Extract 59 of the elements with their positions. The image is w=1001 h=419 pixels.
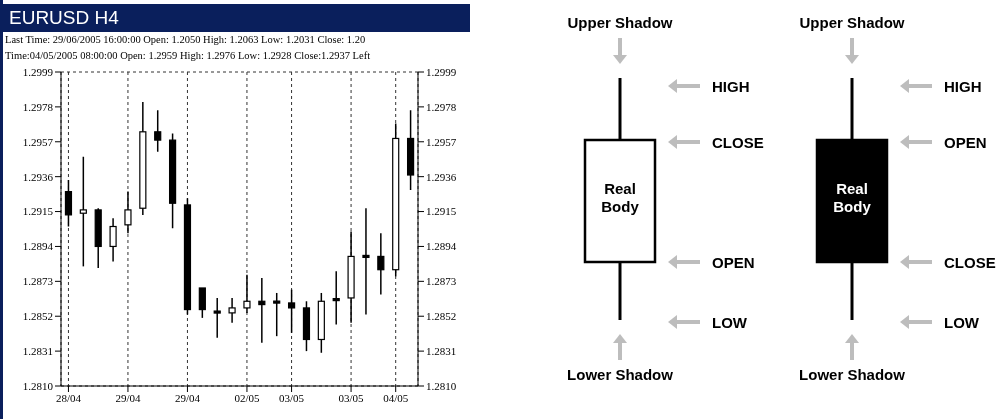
y2-tick-label: 1.2831 xyxy=(426,345,457,358)
text: CLOSE xyxy=(712,134,764,151)
y-tick-label: 1.2894 xyxy=(22,240,54,253)
candlestick xyxy=(198,287,206,319)
candlestick xyxy=(64,179,73,228)
y2-tick-label: 1.2894 xyxy=(426,240,457,253)
chart-subtitle: Last Time: 29/06/2005 16:00:00 Open: 1.2050 High: 1.2063 Low: 1.2031 Close: 1.20 xyxy=(4,33,367,47)
candlestick xyxy=(377,232,385,296)
text: Lower Shadow xyxy=(567,366,674,383)
candlestick xyxy=(124,190,132,234)
chart-title: EURUSD H4 xyxy=(3,4,470,32)
y2-tick-label: 1.2999 xyxy=(426,65,457,78)
candlestick xyxy=(243,273,251,314)
text: LOW xyxy=(944,314,980,331)
candlestick xyxy=(332,270,340,326)
candlestick xyxy=(213,297,221,339)
text: LOW xyxy=(712,314,748,331)
x-tick-label: 03/05 xyxy=(279,391,305,404)
text: OPEN xyxy=(944,134,987,151)
candlestick xyxy=(79,155,87,268)
text: OPEN xyxy=(712,254,755,271)
candlestick xyxy=(154,109,162,153)
text: HIGH xyxy=(712,78,750,95)
x-tick-label: 29/04 xyxy=(115,391,141,404)
y-tick-label: 1.2936 xyxy=(22,170,54,183)
y2-tick-label: 1.2978 xyxy=(426,100,457,113)
text: Upper Shadow xyxy=(799,14,905,31)
y-tick-label: 1.2831 xyxy=(22,345,53,358)
y-tick-label: 1.2852 xyxy=(22,310,53,323)
text: Lower Shadow xyxy=(799,366,906,383)
y2-tick-label: 1.2936 xyxy=(426,170,457,183)
x-tick-label: 02/05 xyxy=(234,391,260,404)
text: Time:04/05/2005 08:00:00 Open: 1.2959 High: 1.2976 Low: 1.2928 Close:1.2937 Left xyxy=(4,49,372,63)
text: Upper Shadow xyxy=(567,14,673,31)
candlestick xyxy=(109,217,117,263)
text: Real Body xyxy=(601,180,640,215)
text: HIGH xyxy=(944,78,982,95)
text: CLOSE xyxy=(944,254,996,271)
x-tick-label: 03/05 xyxy=(338,391,365,404)
y2-tick-label: 1.2810 xyxy=(426,379,457,392)
candlestick xyxy=(228,297,236,324)
y2-tick-label: 1.2873 xyxy=(426,275,457,288)
candlestick xyxy=(287,288,296,334)
y-tick-label: 1.2999 xyxy=(22,65,54,78)
y2-tick-label: 1.2915 xyxy=(426,205,457,218)
y-tick-label: 1.2978 xyxy=(22,100,54,113)
y2-tick-label: 1.2957 xyxy=(426,135,457,148)
y-tick-label: 1.2915 xyxy=(22,205,54,218)
text: Real Body xyxy=(833,180,872,215)
candlestick xyxy=(258,277,266,344)
candlestick xyxy=(362,207,370,316)
x-tick-label: 04/05 xyxy=(383,391,409,404)
y-tick-label: 1.2810 xyxy=(22,379,54,392)
x-tick-label: 28/04 xyxy=(55,391,82,404)
y2-tick-label: 1.2852 xyxy=(426,310,457,323)
candlestick xyxy=(273,292,281,337)
y-tick-label: 1.2873 xyxy=(22,275,54,288)
y-tick-label: 1.2957 xyxy=(22,135,54,148)
x-tick-label: 29/04 xyxy=(174,391,201,404)
